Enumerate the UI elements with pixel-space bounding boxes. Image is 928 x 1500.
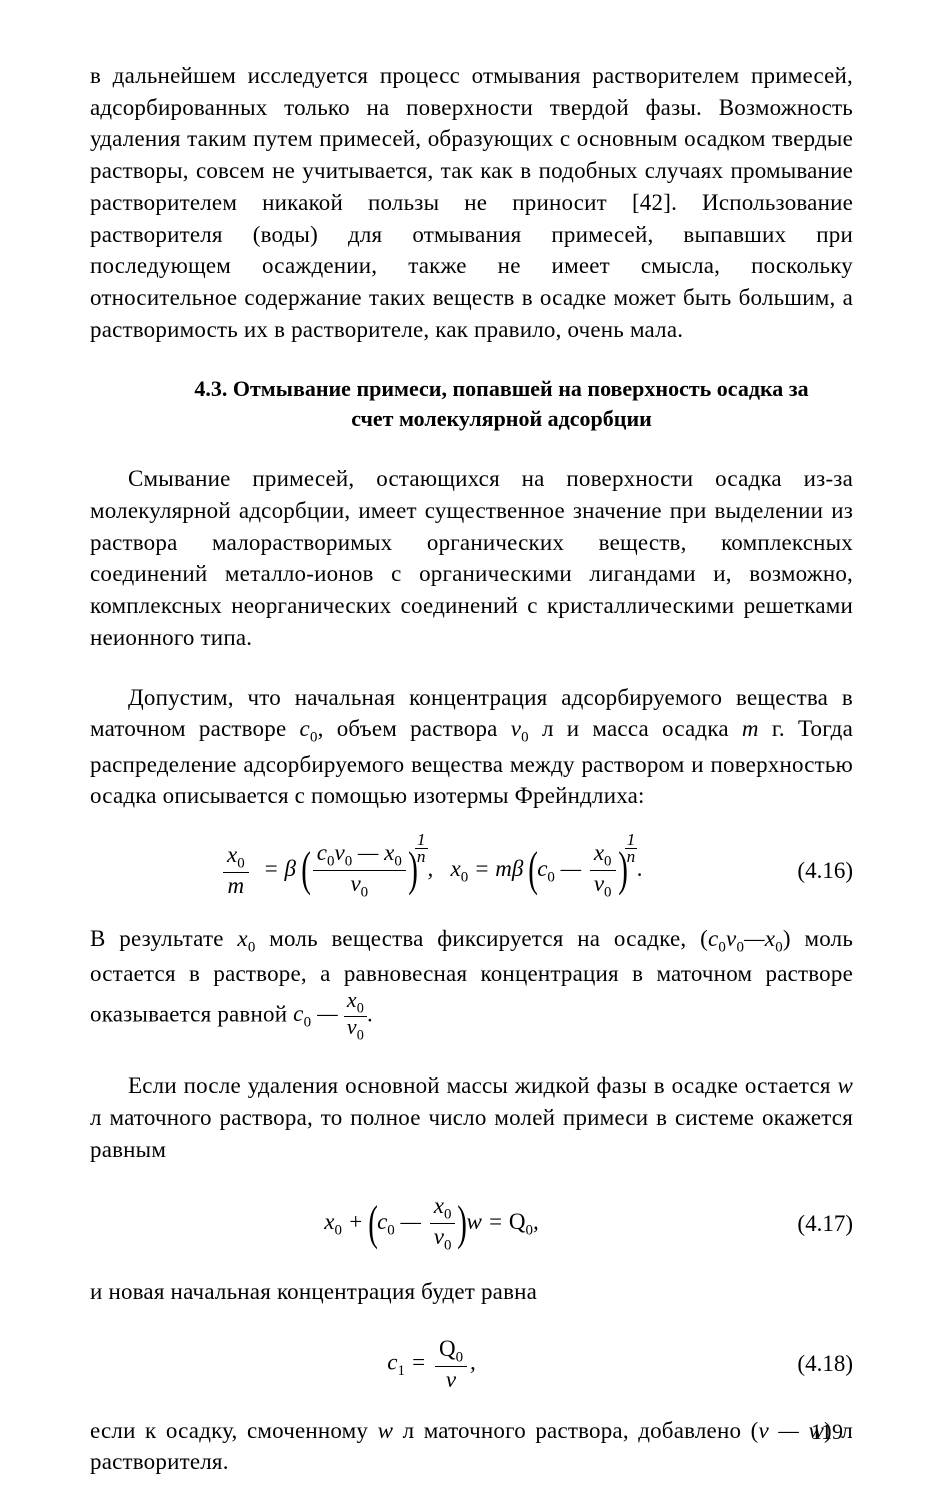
equation-content: x0m = β (c0v0 — x0v0)1n, x0 = mβ (c0 — x… <box>90 840 773 901</box>
text-fragment: Если после удаления основной массы жидко… <box>128 1073 837 1098</box>
paragraph-1: в дальнейшем исследуется процесс отмыван… <box>90 60 853 346</box>
symbol-v0: v0 <box>511 716 529 741</box>
section-heading-4-3: 4.3. Отмывание примеси, попавшей на пове… <box>190 374 813 436</box>
text-fragment: В результате <box>90 926 237 951</box>
text-fragment: л маточного раствора, добавлено <box>393 1418 751 1443</box>
symbol-x0: x0 <box>237 926 255 951</box>
text-fragment: , объем раствора <box>318 716 511 741</box>
paragraph-7: если к осадку, смоченному w л маточного … <box>90 1415 853 1478</box>
symbol-w: w <box>837 1073 853 1098</box>
symbol-m: m <box>742 716 759 741</box>
equation-content: c1 = Q0v, <box>90 1336 773 1392</box>
text-fragment: моль вещества фиксируется на осадке, <box>256 926 701 951</box>
symbol-w: w <box>378 1418 394 1443</box>
equation-4-17: x0 + (c0 — x0v0)w = Q0, (4.17) <box>90 1193 853 1254</box>
paragraph-6: и новая начальная концентрация будет рав… <box>90 1276 853 1308</box>
symbol-expr: c0 — x0v0 <box>293 1001 367 1026</box>
equation-4-16: x0m = β (c0v0 — x0v0)1n, x0 = mβ (c0 — x… <box>90 840 853 901</box>
text-fragment: л маточного раствора, то полное число мо… <box>90 1105 853 1162</box>
page-container: в дальнейшем исследуется процесс отмыван… <box>0 0 928 1500</box>
text-fragment: если к осадку, смоченному <box>90 1418 378 1443</box>
text-fragment: л и масса осадка <box>529 716 742 741</box>
equation-number: (4.17) <box>773 1211 853 1237</box>
equation-number: (4.16) <box>773 858 853 884</box>
equation-content: x0 + (c0 — x0v0)w = Q0, <box>90 1193 773 1254</box>
paragraph-5: Если после удаления основной массы жидко… <box>90 1070 853 1165</box>
paragraph-4: В результате x0 моль вещества фиксируетс… <box>90 923 853 1042</box>
symbol-c0: c0 <box>300 716 318 741</box>
symbol-expr: c0v0—x0 <box>708 926 783 951</box>
paragraph-3: Допустим, что начальная концентрация адс… <box>90 682 853 812</box>
paragraph-2: Смывание примесей, остающихся на поверхн… <box>90 463 853 653</box>
equation-number: (4.18) <box>773 1351 853 1377</box>
page-number: 119 <box>811 1419 843 1445</box>
equation-4-18: c1 = Q0v, (4.18) <box>90 1336 853 1392</box>
